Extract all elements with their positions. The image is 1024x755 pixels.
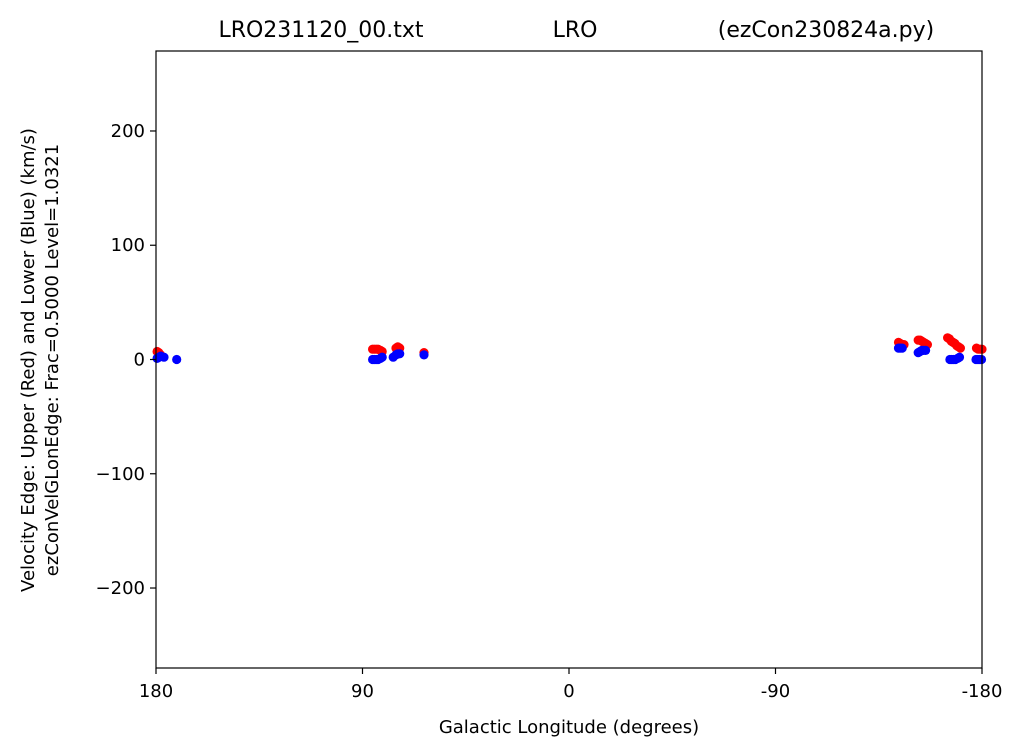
x-tick-label-2: 0 [563, 681, 574, 702]
y-axis-label-line1: Velocity Edge: Upper (Red) and Lower (Bl… [18, 128, 39, 592]
x-tick-label-0: 180 [139, 681, 173, 702]
lower-edge-point-14 [395, 349, 405, 359]
data-points [152, 333, 987, 365]
chart-title-left: LRO231120_00.txt [218, 18, 423, 43]
y-tick-label-0: 200 [111, 121, 145, 142]
x-tick-label-1: 90 [351, 681, 374, 702]
lower-edge-point-23 [921, 345, 931, 355]
x-axis-ticks: 180 90 0 -90 -180 [139, 668, 1003, 702]
y-tick-label-2: 0 [134, 350, 145, 371]
upper-edge-point-30 [955, 343, 966, 353]
lower-edge-point-4 [172, 354, 182, 365]
y-tick-label-4: −200 [96, 578, 145, 599]
y-tick-label-3: −100 [96, 464, 145, 485]
y-axis-label-line2: ezConVelGLonEdge: Frac=0.5000 Level=1.03… [42, 144, 63, 576]
y-axis-ticks: 200 100 0 −100 −200 [96, 121, 156, 599]
x-axis-label: Galactic Longitude (degrees) [439, 717, 699, 738]
lower-edge-point-3 [159, 352, 169, 362]
chart-title-right: (ezCon230824a.py) [718, 18, 934, 43]
y-tick-label-1: 100 [111, 235, 145, 256]
lower-edge-point-29 [954, 352, 965, 362]
plot-frame [155, 50, 983, 669]
lower-edge-point-18 [897, 343, 907, 353]
x-tick-label-4: -180 [962, 681, 1003, 702]
chart-title-center: LRO [553, 18, 598, 43]
x-tick-label-3: -90 [761, 681, 790, 702]
lower-edge-point-15 [419, 350, 429, 360]
lower-edge-point-10 [377, 352, 387, 362]
